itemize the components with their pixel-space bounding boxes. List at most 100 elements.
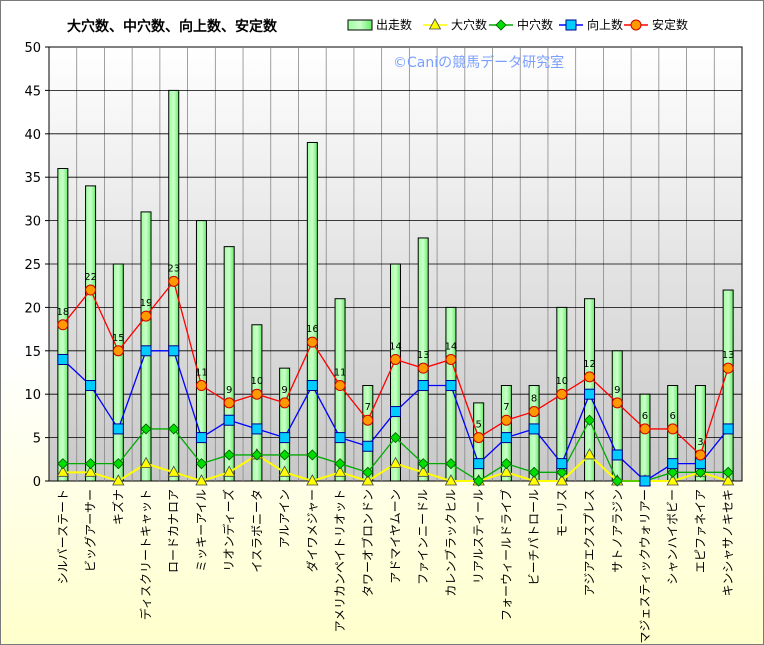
series-2-point-2	[85, 458, 97, 470]
series-2-point-11	[334, 458, 346, 470]
bar-13	[390, 263, 401, 482]
series-1-point-14	[417, 465, 430, 477]
bar-8	[251, 324, 263, 482]
x-tick-label: アドマイヤムーン	[389, 489, 403, 584]
y-tick-label: 5	[33, 432, 41, 447]
series-4-point-23	[667, 423, 679, 435]
bar-22	[639, 393, 651, 482]
series-3-point-1	[57, 353, 69, 365]
data-label: 14	[389, 341, 402, 352]
series-1-point-18	[527, 474, 541, 486]
series-4-point-19	[556, 388, 568, 400]
x-tick-label: ダイワメジャー	[304, 489, 319, 572]
x-tick-label: ビッグアーサー	[84, 489, 98, 572]
data-label: 18	[56, 307, 69, 318]
legend-marker	[630, 19, 642, 31]
series-3-point-7	[223, 414, 235, 426]
series-3-point-13	[390, 406, 401, 418]
series-4-point-5	[168, 275, 180, 287]
series-1-point-4	[139, 456, 153, 469]
x-tick-label: アルアイン	[278, 489, 292, 548]
series-4-point-3	[112, 345, 124, 357]
data-label: 14	[445, 341, 458, 352]
data-label: 19	[140, 298, 153, 309]
series-4-point-11	[334, 380, 346, 392]
data-label: 22	[84, 272, 97, 283]
series-3-point-9	[279, 432, 291, 444]
x-tick-label: サトノアラジン	[610, 489, 624, 573]
series-3-point-10	[306, 380, 318, 392]
bar-9	[279, 367, 291, 482]
series-4-point-15	[445, 353, 457, 365]
bar-24	[694, 385, 706, 482]
legend-marker	[565, 19, 577, 31]
x-tick-label: シャンハイボビー	[666, 489, 680, 585]
series-2-point-21	[611, 475, 623, 487]
series-3-point-22	[639, 475, 651, 487]
x-tick-label: ミッキーアイル	[194, 489, 208, 572]
series-2-point-13	[389, 432, 402, 444]
x-tick-label: イスラボニータ	[250, 489, 264, 573]
data-label: 6	[670, 411, 676, 422]
y-tick-label: 10	[24, 388, 41, 403]
series-2-point-19	[556, 466, 568, 478]
data-label: 3	[697, 437, 703, 448]
series-3-point-12	[362, 440, 374, 452]
series-2-point-17	[500, 458, 512, 470]
data-label: 16	[306, 324, 319, 335]
x-tick-label: カレンブラックヒル	[443, 489, 458, 597]
data-label: 12	[583, 359, 596, 370]
bar-14	[417, 237, 429, 482]
x-tick-label: キンシャサノキセキ	[721, 489, 735, 596]
series-2-point-7	[223, 449, 235, 461]
series-1-point-12	[361, 474, 374, 486]
x-tick-label: アジアエクスプレス	[583, 489, 597, 596]
series-4-point-25	[722, 362, 734, 374]
series-1-point-13	[389, 456, 402, 469]
x-tick-label: ディスクリートキャット	[138, 489, 153, 620]
series-2-point-4	[140, 423, 152, 435]
series-3-point-8	[251, 423, 263, 435]
series-1-point-17	[500, 465, 513, 477]
x-tick-label: リアルスティール	[472, 489, 486, 584]
bar-2	[85, 185, 97, 482]
series-4-point-13	[390, 353, 401, 365]
series-4-point-12	[362, 414, 374, 426]
series-3-point-4	[140, 345, 152, 357]
series-3-point-25	[722, 423, 734, 435]
x-tick-label: ファインニードル	[416, 489, 430, 585]
series-3-point-3	[112, 423, 124, 435]
series-2-point-25	[722, 466, 734, 478]
data-label: 15	[112, 333, 125, 344]
bar-12	[362, 385, 374, 482]
bar-7	[223, 246, 235, 482]
series-3-point-19	[556, 458, 568, 470]
series-2-point-6	[195, 458, 208, 470]
data-label: 10	[251, 376, 264, 387]
series-4-point-16	[473, 432, 485, 444]
series-4-point-18	[528, 406, 540, 418]
y-tick-label: 20	[24, 301, 41, 316]
series-4-point-10	[306, 336, 318, 348]
series-4-point-20	[584, 371, 596, 383]
x-tick-label: タワーオブロンドン	[360, 489, 375, 597]
series-2-point-12	[362, 466, 374, 478]
legend-label: 中穴数	[517, 17, 553, 32]
series-2-point-3	[112, 458, 124, 470]
series-4-point-4	[140, 310, 152, 322]
y-tick-label: 45	[24, 84, 41, 99]
y-tick-label: 15	[24, 345, 41, 360]
data-label: 11	[334, 368, 347, 379]
series-3-point-16	[473, 458, 485, 470]
series-2-point-23	[667, 466, 679, 478]
series-3-point-11	[334, 432, 346, 444]
x-tick-label: シルバーステート	[56, 489, 70, 584]
series-1-point-25	[721, 474, 735, 486]
y-tick-label: 50	[24, 41, 41, 56]
x-tick-label: マジェスティックウォリアー	[638, 489, 652, 644]
series-1-point-20	[583, 448, 596, 460]
series-3-point-15	[445, 380, 457, 392]
series-3-point-17	[500, 432, 512, 444]
x-tick-label: ビーチパトロール	[527, 489, 541, 585]
y-tick-label: 30	[24, 215, 41, 230]
